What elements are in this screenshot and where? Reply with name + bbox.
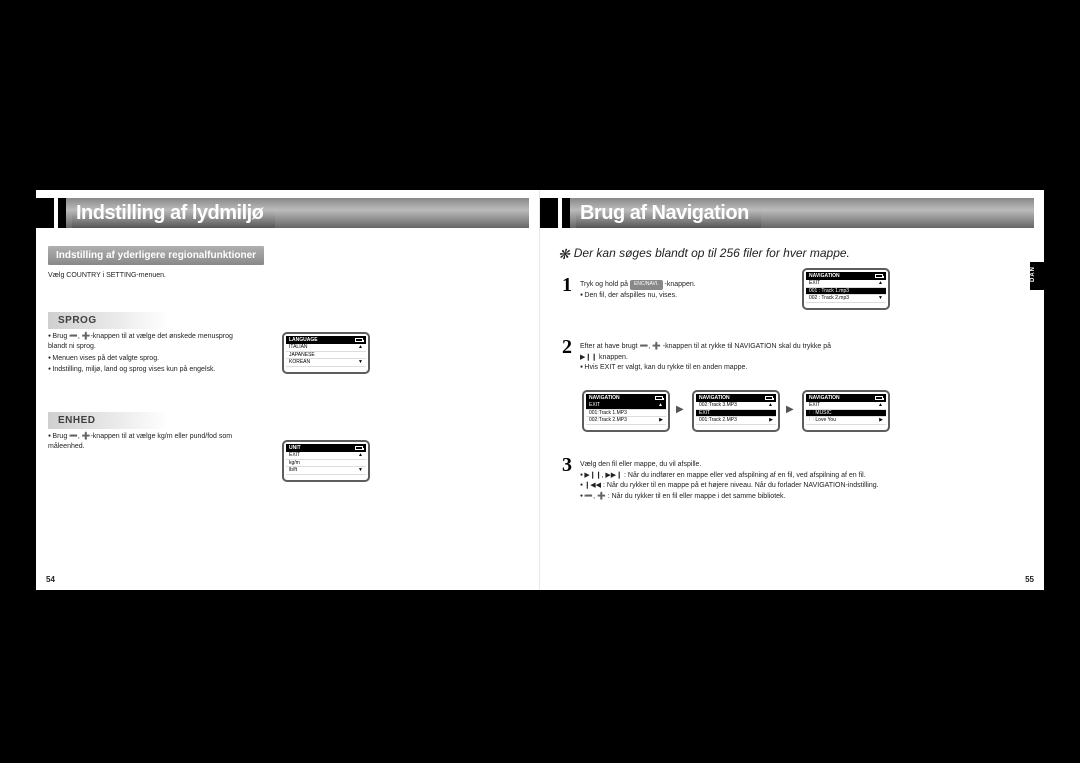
page-number-left: 54 (46, 575, 55, 584)
lcd-unit-r1: EXIT▲ (286, 452, 366, 460)
asterisk-icon: ❋ (558, 246, 574, 262)
enhed-b1: Brug ➖, ➕-knappen til at vælge kg/m elle… (48, 432, 248, 452)
title-tab-2 (58, 198, 66, 228)
lcd-nav-1: NAVIGATION EXIT▲ 001 : Track 1.mp3 002 :… (802, 268, 890, 310)
page-number-right: 55 (1025, 575, 1034, 584)
lcd-nav1-header: NAVIGATION (806, 272, 886, 280)
title-tab-1 (36, 198, 54, 228)
lcd-language-header: LANGUAGE (286, 336, 366, 344)
step1-b: -knappen. (665, 281, 696, 288)
sprog-body: Brug ➖, ➕-knappen til at vælge det ønske… (48, 332, 248, 377)
lcd-unit-title: UNIT (289, 445, 301, 451)
step2-a: Efter at have brugt ➖, ➕ -knappen til at… (580, 343, 831, 350)
lcd-nav2b-header: NAVIGATION (696, 394, 776, 402)
section-enhed: ENHED (48, 412, 168, 429)
lcd-nav1-r2: 001 : Track 1.mp3 (806, 288, 886, 296)
step1-a: Tryk og hold på (580, 281, 628, 288)
lcd-language-r3: KOREAN▼ (286, 359, 366, 367)
lcd-unit-r2: kg/m (286, 460, 366, 468)
battery-icon (875, 274, 883, 278)
lcd-nav-2a: NAVIGATION EXIT▲ 001:Track 1.MP3 002:Tra… (582, 390, 670, 432)
enhed-body: Brug ➖, ➕-knappen til at vælge kg/m elle… (48, 432, 248, 454)
lcd-nav2c-r1: EXIT▲ (806, 402, 886, 410)
lcd-language-title: LANGUAGE (289, 337, 318, 343)
lcd-nav2b-r3: 001:Track 2.MP3▶ (696, 417, 776, 425)
title-tab-2r (562, 198, 570, 228)
lcd-nav2c-r2: 🗀 MUSIC (806, 410, 886, 418)
enc-navi-key: ENC/NAVI. (630, 280, 663, 290)
dan-tab: DAN (1030, 262, 1044, 290)
lcd-nav-2b: NAVIGATION 002:Track 3.MP3▲ EXIT 001:Tra… (692, 390, 780, 432)
lcd-unit-r3: lb/ft▼ (286, 467, 366, 475)
subbar-regional: Indstilling af yderligere regionalfunkti… (48, 246, 264, 265)
battery-icon (355, 338, 363, 342)
lcd-nav1-r3: 002 : Track 2.mp3▼ (806, 295, 886, 303)
title-tab-1r (540, 198, 558, 228)
step3-b2: ❙◀◀ : Når du rykker til en mappe på et h… (580, 481, 930, 492)
step-1-number: 1 (562, 274, 572, 297)
step2-bullet: Hvis EXIT er valgt, kan du rykke til en … (580, 363, 910, 374)
step-2-text: Efter at have brugt ➖, ➕ -knappen til at… (580, 342, 910, 374)
page-title-left: Indstilling af lydmiljø (72, 198, 275, 228)
subtitle-right: ❋Der kan søges blandt op til 256 filer f… (558, 246, 850, 263)
title-bar-left: Indstilling af lydmiljø (36, 198, 539, 228)
lcd-nav-2c: NAVIGATION EXIT▲ 🗀 MUSIC 🗀 Love You▶ (802, 390, 890, 432)
step1-bullet: Den fil, der afspilles nu, vises. (580, 291, 780, 302)
lcd-language: LANGUAGE ITALIAN▲ JAPANESE KOREAN▼ (282, 332, 370, 374)
lcd-language-r1: ITALIAN▲ (286, 344, 366, 352)
lcd-unit: UNIT EXIT▲ kg/m lb/ft▼ (282, 440, 370, 482)
lcd-nav2a-header: NAVIGATION (586, 394, 666, 402)
lcd-nav1-r1: EXIT▲ (806, 280, 886, 288)
battery-icon (765, 396, 773, 400)
subtitle-text: Der kan søges blandt op til 256 filer fo… (574, 246, 850, 260)
sprog-b2: Menuen vises på det valgte sprog. (48, 354, 248, 364)
step3-b3: ➖, ➕ : Når du rykker til en fil eller ma… (580, 492, 930, 503)
lcd-unit-header: UNIT (286, 444, 366, 452)
lcd-nav2b-r2: EXIT (696, 410, 776, 418)
step-3-text: Vælg den fil eller mappe, du vil afspill… (580, 460, 930, 502)
sprog-b3: Indstilling, miljø, land og sprog vises … (48, 365, 248, 375)
lcd-nav1-title: NAVIGATION (809, 273, 840, 279)
section-sprog: SPROG (48, 312, 168, 329)
battery-icon (875, 396, 883, 400)
lcd-nav2c-header: NAVIGATION (806, 394, 886, 402)
step3-a: Vælg den fil eller mappe, du vil afspill… (580, 460, 930, 471)
step-3-number: 3 (562, 454, 572, 477)
page-title-right: Brug af Navigation (576, 198, 761, 228)
step2-b: ▶❙❙ knappen. (580, 354, 628, 361)
lcd-nav2a-r1: EXIT▲ (586, 402, 666, 410)
page-spread: Indstilling af lydmiljø Indstilling af y… (36, 190, 1044, 590)
title-bar-right: Brug af Navigation (540, 198, 1044, 228)
left-page: Indstilling af lydmiljø Indstilling af y… (36, 190, 540, 590)
battery-icon (355, 446, 363, 450)
right-page: Brug af Navigation ❋Der kan søges blandt… (540, 190, 1044, 590)
lcd-nav2a-r3: 002:Track 2.MP3▶ (586, 417, 666, 425)
lcd-nav2b-r1: 002:Track 3.MP3▲ (696, 402, 776, 410)
step3-b1: ▶❙❙, ▶▶❙ : Når du indfører en mappe elle… (580, 471, 930, 482)
sprog-b1: Brug ➖, ➕-knappen til at vælge det ønske… (48, 332, 248, 352)
step-2-number: 2 (562, 336, 572, 359)
intro-text: Vælg COUNTRY i SETTING-menuen. (48, 272, 166, 279)
lcd-language-r2: JAPANESE (286, 352, 366, 360)
lcd-nav2a-r2: 001:Track 1.MP3 (586, 410, 666, 418)
arrow-between-2: ▶ (786, 404, 794, 415)
step-1-text: Tryk og hold på ENC/NAVI. -knappen. Den … (580, 280, 780, 301)
lcd-nav2c-r3: 🗀 Love You▶ (806, 417, 886, 425)
arrow-between-1: ▶ (676, 404, 684, 415)
battery-icon (655, 396, 663, 400)
